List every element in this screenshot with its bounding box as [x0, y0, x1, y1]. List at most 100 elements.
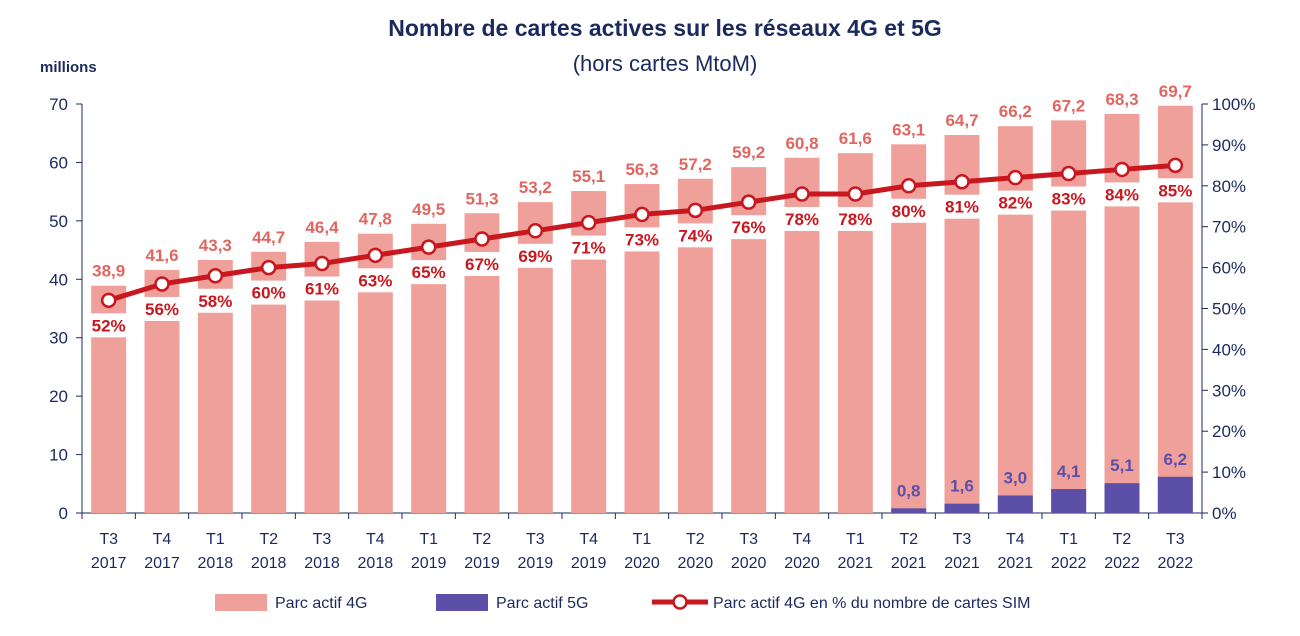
- category-quarter-label: T4: [1006, 531, 1025, 548]
- category-year-label: 2018: [251, 555, 287, 572]
- category-quarter-label: T2: [473, 531, 492, 548]
- pct-label-bg: [194, 288, 237, 313]
- category-year-label: 2020: [678, 555, 714, 572]
- pct-label-bg: [514, 243, 557, 268]
- pct-label: 81%: [945, 198, 979, 217]
- category-quarter-label: T3: [526, 531, 545, 548]
- bar-5g: [944, 503, 980, 513]
- pct-label: 83%: [1052, 190, 1086, 209]
- pct-label-bg: [301, 276, 343, 301]
- bar-5g: [997, 495, 1033, 513]
- pct-label-bg: [994, 190, 1037, 215]
- bar-4g-label: 53,2: [519, 178, 552, 197]
- y-tick-label: 40: [49, 270, 68, 289]
- pct-label-bg: [567, 235, 610, 260]
- pct-label: 52%: [92, 316, 126, 335]
- y-tick-label: 60: [49, 153, 68, 172]
- pct-label-bg: [354, 268, 397, 293]
- pct-label-bg: [941, 194, 983, 219]
- chart-subtitle: (hors cartes MtoM): [573, 51, 758, 76]
- category-year-label: 2021: [944, 555, 980, 572]
- legend-swatch-5g: [436, 594, 488, 611]
- category-year-label: 2018: [198, 555, 234, 572]
- bar-4g-label: 57,2: [679, 155, 712, 174]
- bar-4g-label: 43,3: [199, 236, 232, 255]
- category-year-label: 2018: [304, 555, 340, 572]
- category-year-label: 2022: [1104, 555, 1140, 572]
- pct-label: 65%: [412, 263, 446, 282]
- y2-tick-label: 80%: [1212, 177, 1246, 196]
- bar-4g-label: 41,6: [145, 246, 178, 265]
- pct-point: [260, 259, 277, 276]
- pct-label: 84%: [1105, 185, 1139, 204]
- bar-5g: [891, 508, 927, 513]
- pct-label: 82%: [998, 194, 1032, 213]
- y2-tick-label: 100%: [1212, 95, 1255, 114]
- bar-4g: [1051, 120, 1087, 514]
- bar-4g-label: 51,3: [465, 189, 498, 208]
- y2-tick-label: 20%: [1212, 422, 1246, 441]
- pct-point: [1060, 165, 1077, 182]
- pct-label-bg: [621, 227, 663, 252]
- category-quarter-label: T1: [1059, 531, 1078, 548]
- category-year-label: 2017: [144, 555, 180, 572]
- legend-label-4g: Parc actif 4G: [275, 595, 367, 612]
- pct-label: 78%: [785, 210, 819, 229]
- category-quarter-label: T2: [686, 531, 705, 548]
- category-quarter-label: T3: [953, 531, 972, 548]
- bar-4g-label: 66,2: [999, 102, 1032, 121]
- bar-4g-label: 47,8: [359, 210, 392, 229]
- pct-label-bg: [407, 260, 450, 285]
- y2-tick-label: 40%: [1212, 340, 1246, 359]
- category-year-label: 2021: [891, 555, 927, 572]
- pct-point: [740, 194, 757, 210]
- y-tick-label: 10: [49, 446, 68, 465]
- y2-tick-label: 90%: [1212, 136, 1246, 155]
- category-quarter-label: T1: [846, 531, 865, 548]
- category-year-label: 2020: [784, 555, 820, 572]
- pct-label: 73%: [625, 230, 659, 249]
- category-year-label: 2020: [731, 555, 767, 572]
- legend-label-pct: Parc actif 4G en % du nombre de cartes S…: [713, 595, 1030, 612]
- bar-4g: [1104, 113, 1140, 513]
- pct-point: [954, 173, 970, 190]
- pct-label: 63%: [358, 271, 392, 290]
- category-quarter-label: T1: [633, 531, 652, 548]
- bar-5g: [1051, 489, 1087, 513]
- category-year-label: 2017: [91, 555, 127, 572]
- category-quarter-label: T2: [1113, 531, 1132, 548]
- bar-5g-label: 4,1: [1057, 462, 1081, 481]
- percentage-line: [100, 157, 1184, 309]
- category-year-label: 2019: [571, 555, 607, 572]
- bar-4g-label: 64,7: [945, 111, 978, 130]
- y2-tick-label: 70%: [1212, 218, 1246, 237]
- pct-label: 74%: [678, 226, 712, 245]
- bar-5g-label: 1,6: [950, 477, 974, 496]
- y-tick-label: 30: [49, 329, 68, 348]
- pct-label: 58%: [198, 292, 232, 311]
- y-tick-label: 50: [49, 212, 68, 231]
- y-axis-label: millions: [40, 59, 97, 76]
- category-year-label: 2022: [1158, 555, 1194, 572]
- bar-4g-label: 46,4: [305, 218, 339, 237]
- category-quarter-label: T4: [153, 531, 172, 548]
- pct-label-bg: [727, 215, 770, 240]
- bar-4g: [944, 134, 980, 513]
- pct-label: 78%: [838, 210, 872, 229]
- bar-4g-label: 59,2: [732, 143, 765, 162]
- axes: 0 10 20 30 40 50 60 70 0% 10% 20% 30% 40% 50% 60% 70% 80…: [49, 95, 1255, 523]
- category-labels: T3 2017 T4 2017 T1 2018 T2 2018 T3 2018 T4 2018 T1 20…: [91, 531, 1193, 572]
- bar-4g-label: 38,9: [92, 262, 125, 281]
- pct-label-bg: [1101, 182, 1143, 207]
- bar-5g-label: 6,2: [1164, 450, 1188, 469]
- y-tick-label: 70: [49, 95, 68, 114]
- chart-title: Nombre de cartes actives sur les réseaux…: [388, 15, 942, 41]
- category-year-label: 2022: [1051, 555, 1087, 572]
- bar-4g-label: 61,6: [839, 129, 872, 148]
- pct-label: 69%: [518, 247, 552, 266]
- pct-point: [634, 206, 650, 223]
- pct-point: [687, 202, 704, 219]
- pct-label: 76%: [732, 218, 766, 237]
- category-year-label: 2021: [838, 555, 874, 572]
- pct-point: [794, 186, 810, 202]
